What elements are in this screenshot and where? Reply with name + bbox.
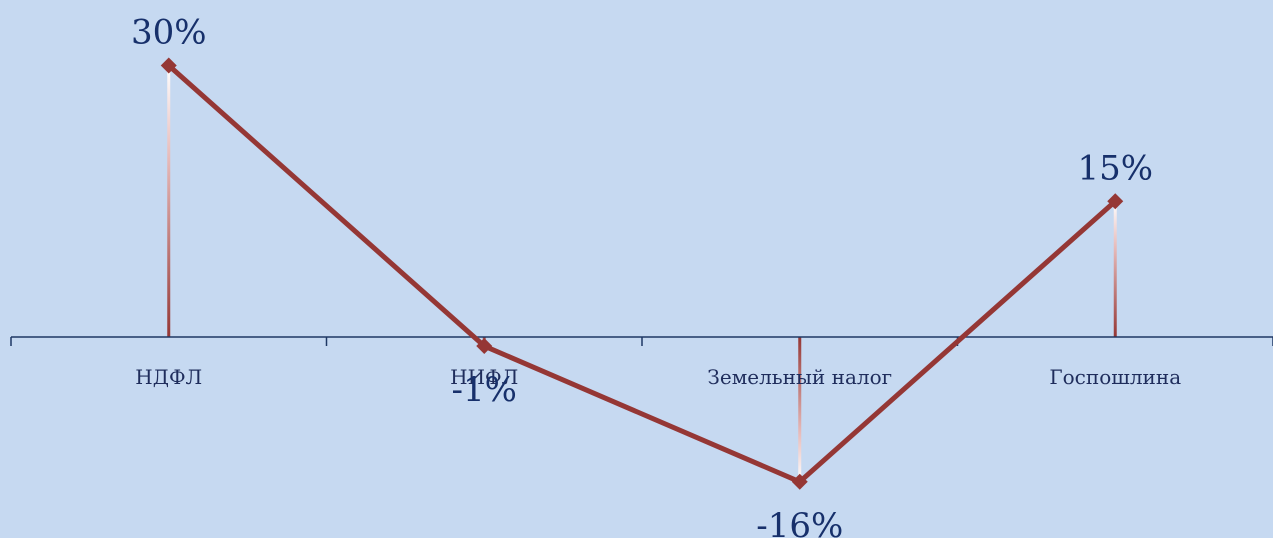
data-label-2: -16% [756,506,843,538]
x-axis [10,336,1273,346]
category-label-3: Госпошлина [1049,365,1181,389]
category-label-2: Земельный налог [707,365,892,389]
data-point-3 [1107,193,1124,210]
drop-line-0 [167,65,171,337]
category-labels: НДФЛ НИФЛ Земельный налог Госпошлина [135,365,1181,389]
series-line [167,63,1117,485]
series-line-group [167,63,1117,485]
category-label-0: НДФЛ [135,365,202,389]
drop-line-3 [1113,201,1117,337]
data-point-1 [476,338,493,355]
data-labels: 30% -1% -16% 15% [131,13,1153,538]
data-label-0: 30% [131,13,207,53]
drop-line-2 [798,337,802,482]
data-label-1: -1% [452,370,517,410]
data-point-0 [160,57,177,74]
drop-lines [167,65,1117,482]
category-label-1: НИФЛ [450,365,518,389]
series-markers [160,57,1124,490]
data-point-2 [791,473,808,490]
data-label-3: 15% [1077,148,1153,188]
